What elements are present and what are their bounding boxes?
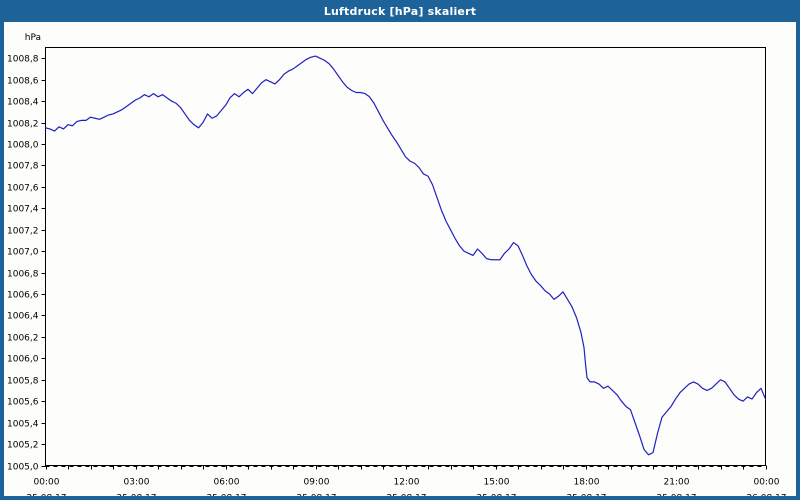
axis-ticks [41, 58, 767, 470]
series-line-luftdruck [44, 55, 767, 456]
y-axis-labels: 1005,0 1005,2 1005,4 1005,6 1005,8 1006,0 1006… [7, 55, 39, 473]
title-bar: Luftdruck [hPa] skaliert [0, 0, 800, 22]
y-tick-label: 1007,2 [7, 227, 39, 237]
x-tick-label-time: 03:00 [124, 478, 150, 488]
pressure-line-chart: 1005,0 1005,2 1005,4 1005,6 1005,8 1006,0 1006… [7, 33, 787, 497]
x-tick-label-time: 21:00 [664, 478, 690, 488]
y-tick-label: 1006,0 [7, 355, 39, 365]
y-tick-label: 1007,8 [7, 162, 39, 172]
y-tick-label: 1005,6 [7, 398, 39, 408]
y-tick-label: 1008,6 [7, 77, 39, 87]
y-tick-label: 1008,8 [7, 55, 39, 65]
y-tick-label: 1008,0 [7, 141, 39, 151]
y-tick-label: 1008,4 [7, 98, 39, 108]
x-tick-label-time: 15:00 [484, 478, 510, 488]
y-tick-label: 1006,4 [7, 312, 39, 322]
x-tick-label-time: 00:00 [754, 478, 780, 488]
x-tick-label-date: 25.08.17 [656, 494, 696, 497]
y-axis-unit-label: hPa [25, 33, 41, 43]
chart-canvas: 1005,0 1005,2 1005,4 1005,6 1005,8 1006,0 1006… [4, 22, 796, 496]
x-tick-label-date: 25.08.17 [206, 494, 246, 497]
y-tick-label: 1005,0 [7, 463, 39, 473]
x-tick-label-date: 25.08.17 [566, 494, 606, 497]
y-tick-label: 1006,8 [7, 270, 39, 280]
page-title: Luftdruck [hPa] skaliert [323, 4, 477, 18]
x-tick-label-time: 12:00 [394, 478, 420, 488]
y-tick-label: 1006,2 [7, 334, 39, 344]
x-tick-label-time: 06:00 [214, 478, 240, 488]
x-tick-label-time: 18:00 [574, 478, 600, 488]
x-tick-label-time: 09:00 [304, 478, 330, 488]
y-tick-label: 1007,4 [7, 205, 39, 215]
x-tick-label-date: 25.08.17 [386, 494, 426, 497]
x-tick-label-date: 25.08.17 [296, 494, 336, 497]
y-tick-label: 1005,2 [7, 441, 39, 451]
y-tick-label: 1005,8 [7, 377, 39, 387]
y-tick-label: 1005,4 [7, 420, 39, 430]
y-tick-label: 1008,2 [7, 120, 39, 130]
x-tick-label-date: 25.08.17 [476, 494, 516, 497]
x-tick-label-date: 26.08.17 [746, 494, 786, 497]
y-tick-label: 1007,6 [7, 184, 39, 194]
x-tick-label-date: 25.08.17 [26, 494, 66, 497]
x-tick-label-date: 25.08.17 [116, 494, 156, 497]
y-tick-label: 1006,6 [7, 291, 39, 301]
y-tick-label: 1007,0 [7, 248, 39, 258]
x-tick-label-time: 00:00 [34, 478, 60, 488]
plot-frame [45, 47, 766, 466]
x-axis-labels: 00:00 25.08.17 03:00 25.08.17 06:00 25.08.17 0… [26, 478, 786, 497]
